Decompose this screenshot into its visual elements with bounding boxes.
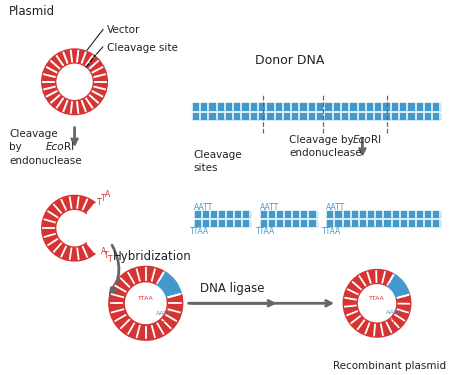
Bar bbox=[191, 103, 440, 110]
Text: A: A bbox=[105, 190, 110, 199]
Text: AATT: AATT bbox=[326, 203, 346, 212]
Text: Donor DNA: Donor DNA bbox=[255, 54, 324, 67]
Bar bbox=[193, 211, 250, 217]
Bar bbox=[326, 220, 440, 226]
Text: RI: RI bbox=[64, 142, 74, 152]
Text: TT: TT bbox=[159, 321, 167, 326]
Text: AATT: AATT bbox=[260, 203, 279, 212]
Bar bbox=[260, 211, 317, 217]
Bar bbox=[326, 211, 440, 217]
Bar bbox=[260, 220, 317, 226]
Text: AATT: AATT bbox=[193, 203, 213, 212]
Text: T: T bbox=[97, 198, 101, 207]
Text: AATT: AATT bbox=[386, 310, 402, 315]
Text: DNA ligase: DNA ligase bbox=[201, 282, 265, 295]
Text: TT: TT bbox=[389, 319, 396, 324]
Text: Plasmid: Plasmid bbox=[9, 6, 55, 18]
Text: Recombinant plasmid: Recombinant plasmid bbox=[333, 361, 446, 370]
Text: T: T bbox=[104, 252, 109, 261]
Text: TTAA: TTAA bbox=[190, 226, 209, 236]
Text: AA: AA bbox=[387, 283, 395, 288]
Text: TTAA: TTAA bbox=[138, 296, 154, 302]
Text: Cleavage site: Cleavage site bbox=[107, 43, 178, 52]
Text: AA: AA bbox=[157, 281, 166, 286]
Text: TTAA: TTAA bbox=[256, 226, 275, 236]
Text: Eco: Eco bbox=[46, 142, 64, 152]
Text: T: T bbox=[108, 255, 113, 264]
Text: A: A bbox=[100, 247, 106, 256]
Text: Cleavage by: Cleavage by bbox=[289, 135, 357, 146]
Text: TTAA: TTAA bbox=[322, 226, 342, 236]
Text: AATT: AATT bbox=[156, 311, 172, 316]
Text: TTAA: TTAA bbox=[369, 296, 385, 302]
Text: T: T bbox=[101, 194, 106, 203]
Text: TT: TT bbox=[395, 286, 402, 291]
Bar bbox=[191, 112, 440, 119]
Text: Eco: Eco bbox=[353, 135, 371, 146]
Text: Hybridization: Hybridization bbox=[113, 251, 191, 263]
Text: Cleavage
sites: Cleavage sites bbox=[193, 150, 242, 172]
Text: Cleavage
by: Cleavage by bbox=[9, 129, 58, 152]
Text: endonuclease: endonuclease bbox=[9, 156, 82, 166]
Text: Vector: Vector bbox=[107, 25, 140, 35]
Text: endonuclease: endonuclease bbox=[289, 148, 362, 158]
Text: RI: RI bbox=[371, 135, 381, 146]
Text: TT: TT bbox=[165, 285, 173, 290]
Bar bbox=[193, 220, 250, 226]
